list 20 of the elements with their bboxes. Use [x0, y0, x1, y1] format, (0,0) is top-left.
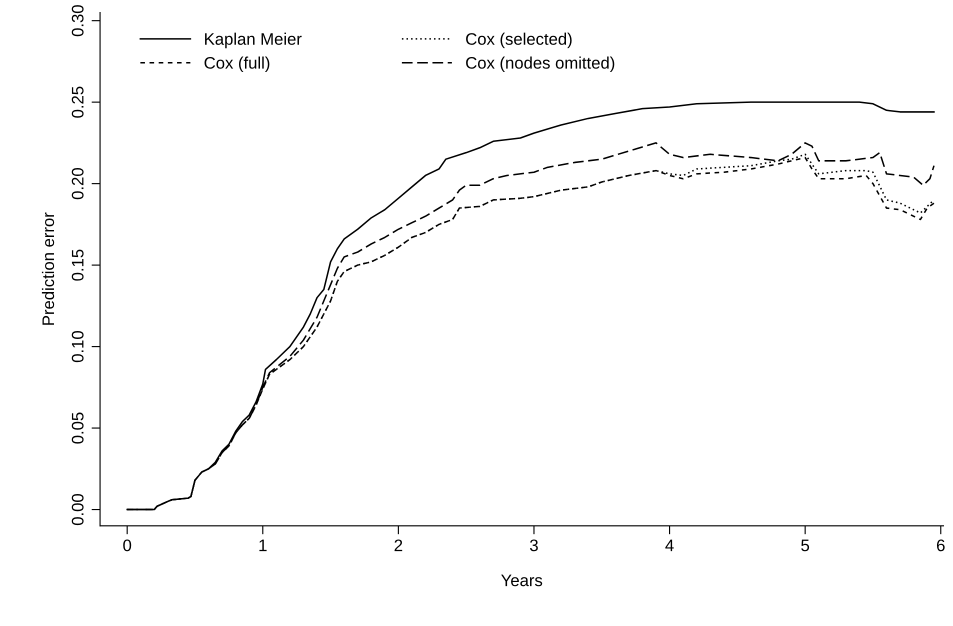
- x-tick-label: 0: [123, 539, 132, 552]
- y-axis-title: Prediction error: [42, 212, 54, 325]
- y-tick-label: 0.00: [72, 494, 84, 526]
- y-tick-label: 0.30: [72, 5, 84, 36]
- x-tick-label: 3: [530, 539, 538, 552]
- x-tick-label: 2: [394, 539, 402, 552]
- y-tick-label: 0.25: [72, 86, 84, 118]
- x-tick-label: 4: [665, 540, 674, 552]
- y-tick-label: 0.20: [72, 168, 84, 200]
- x-tick-label: 6: [936, 539, 945, 552]
- x-tick-label: 5: [801, 540, 810, 552]
- legend-label: Cox (nodes omitted): [466, 56, 614, 72]
- legend-label: Kaplan Meier: [205, 32, 302, 48]
- x-tick-label: 1: [259, 540, 267, 552]
- legend-label: Cox (selected): [466, 32, 572, 48]
- y-tick-label: 0.15: [72, 250, 84, 281]
- x-axis-title: Years: [501, 574, 542, 586]
- y-tick-label: 0.10: [72, 331, 84, 362]
- y-tick-label: 0.05: [72, 412, 84, 444]
- legend-label: Cox (full): [204, 56, 270, 72]
